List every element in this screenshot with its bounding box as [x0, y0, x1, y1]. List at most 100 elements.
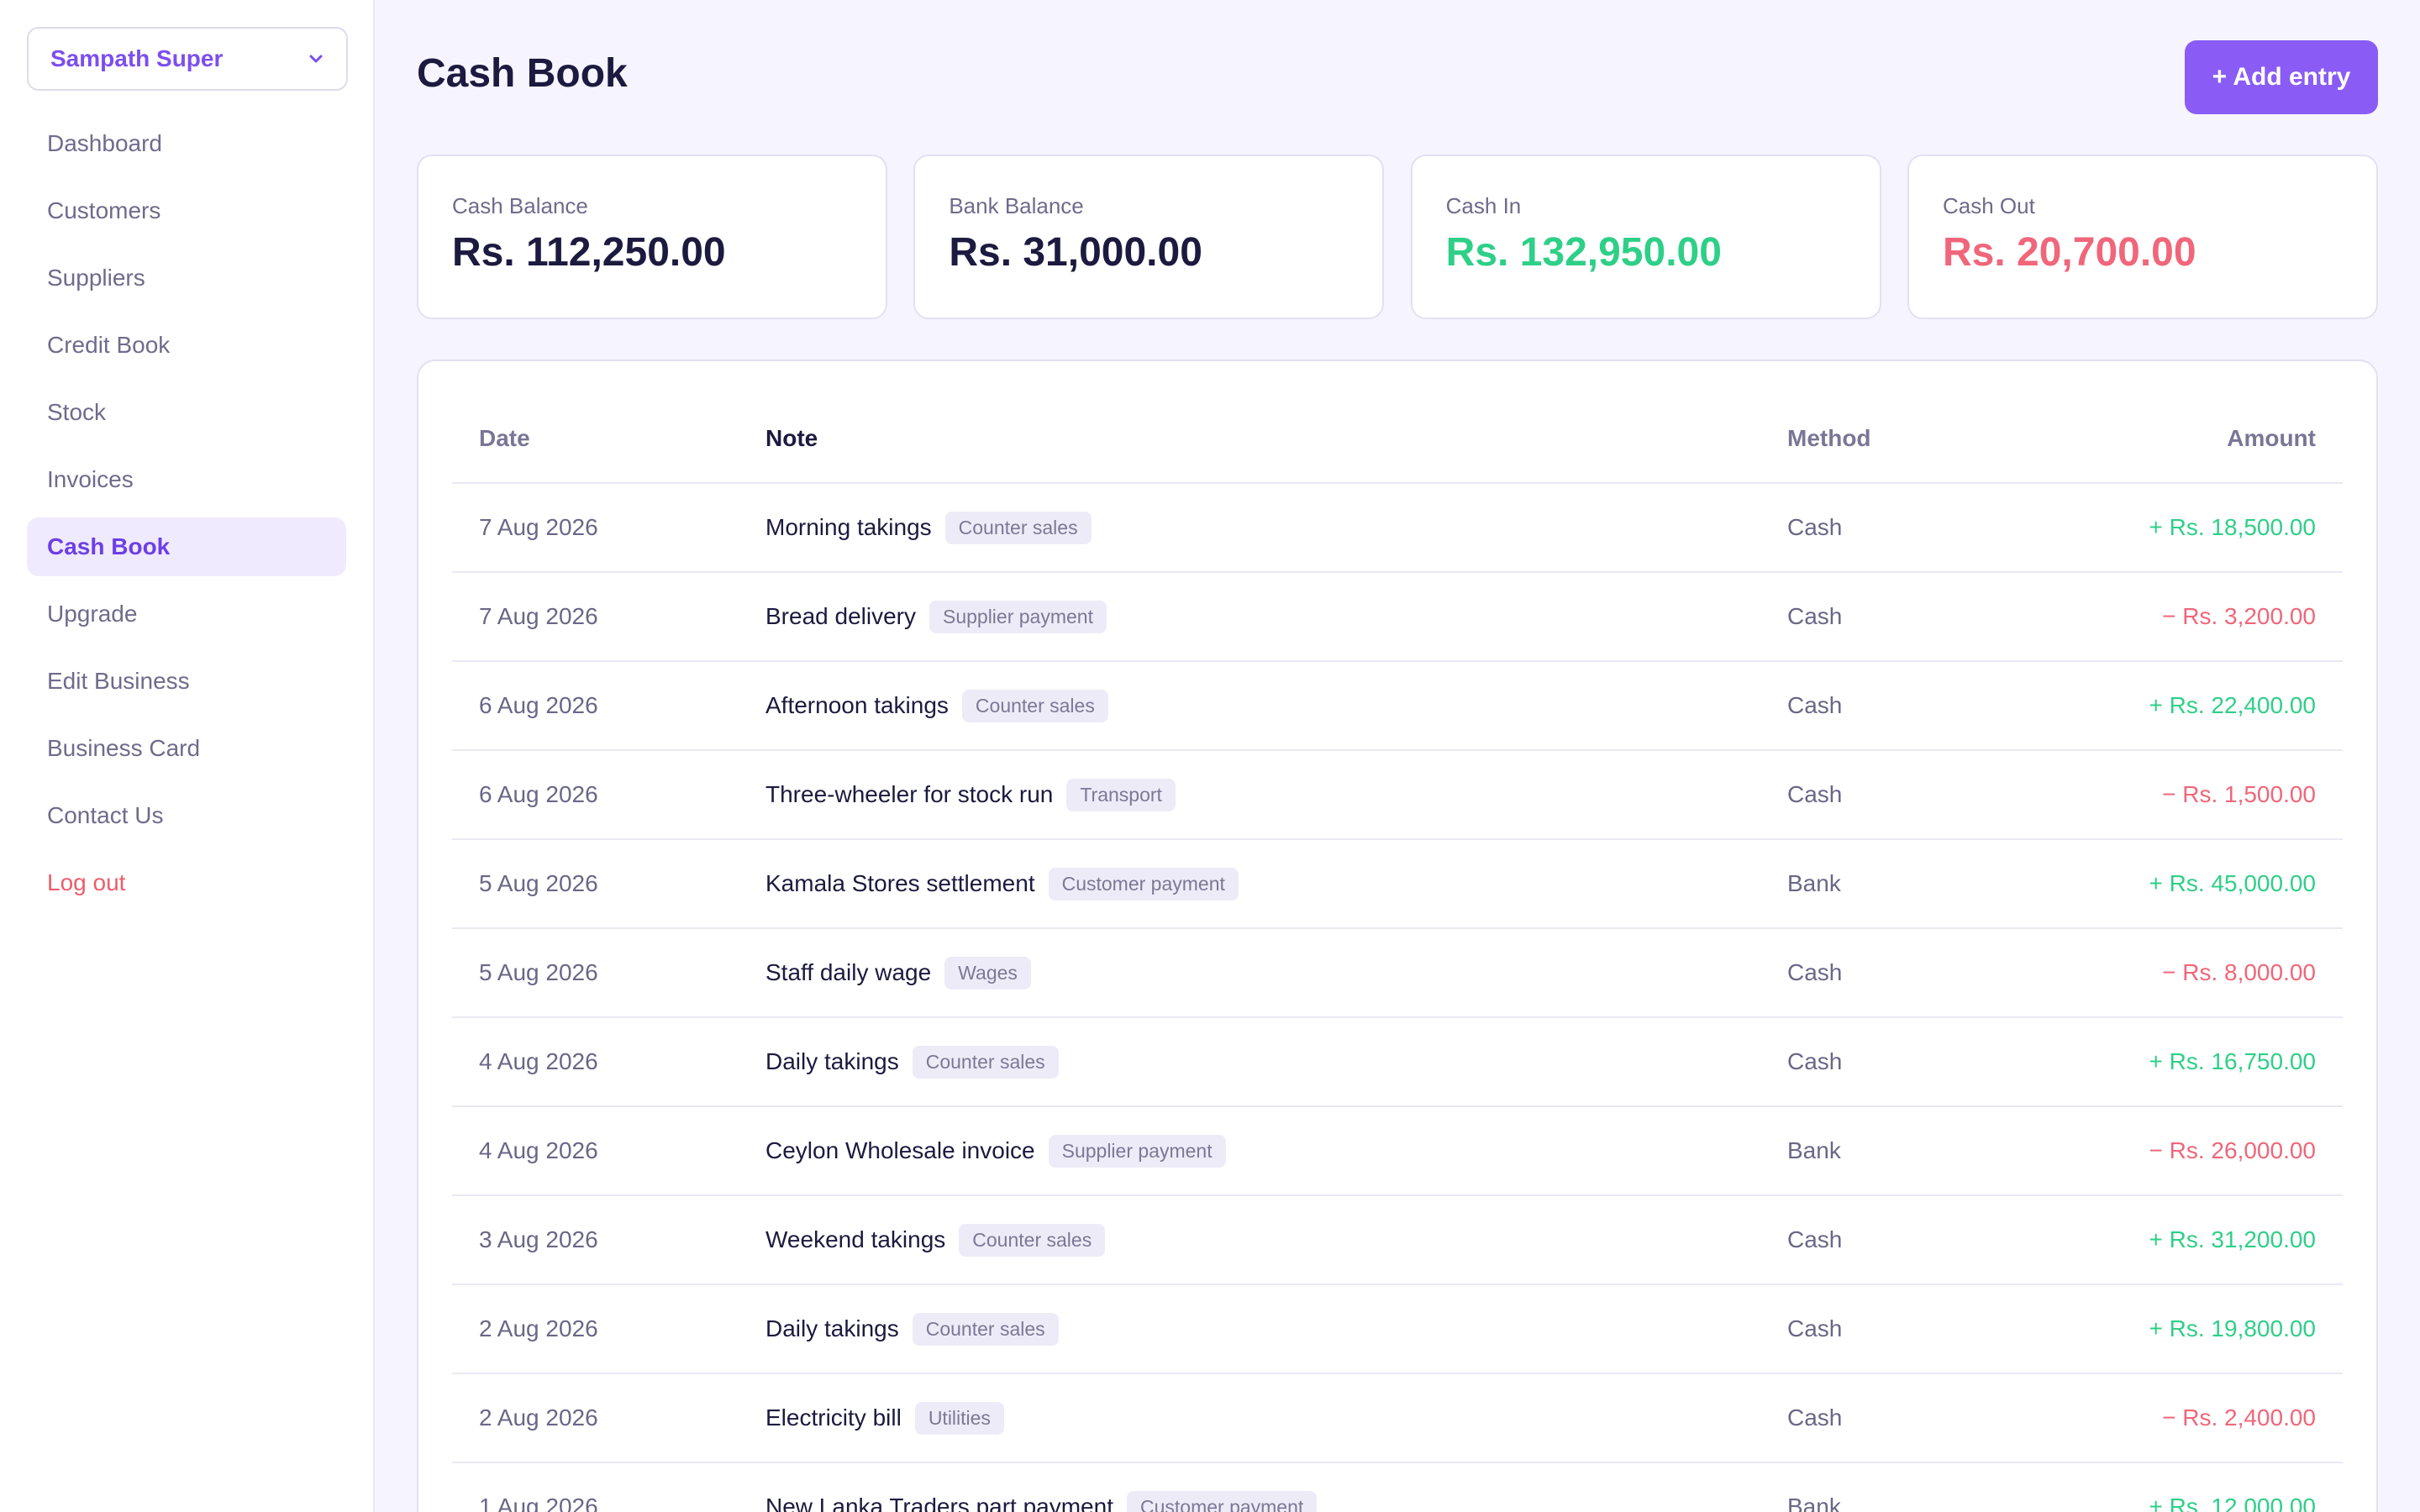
- sidebar-item-cash-book[interactable]: Cash Book: [27, 517, 346, 576]
- table-row[interactable]: 2 Aug 2026 Electricity bill Utilities Cash −…: [452, 1374, 2343, 1463]
- row-note: Kamala Stores settlement Customer payment: [765, 867, 1787, 900]
- row-note: New Lanka Traders part payment Customer p…: [765, 1490, 1787, 1512]
- table-row[interactable]: 2 Aug 2026 Daily takings Counter sales Cash…: [452, 1285, 2343, 1374]
- row-method: Cash: [1787, 1404, 1843, 1431]
- sidebar-item-log-out[interactable]: Log out: [47, 869, 126, 895]
- row-date: 7 Aug 2026: [479, 603, 598, 629]
- sidebar-nav: Dashboard Customers Suppliers Credit Book St…: [27, 114, 346, 912]
- category-tag: Supplier payment: [1048, 1134, 1226, 1168]
- row-amount: + Rs. 18,500.00: [2149, 514, 2316, 540]
- table-row[interactable]: 5 Aug 2026 Kamala Stores settlement Custom…: [452, 840, 2343, 929]
- table-header: Date Note Method Amount: [452, 361, 2343, 484]
- row-note: Daily takings Counter sales: [765, 1045, 1787, 1079]
- sidebar-item-business-card[interactable]: Business Card: [47, 735, 201, 761]
- row-date: 4 Aug 2026: [479, 1048, 598, 1074]
- row-note: Electricity bill Utilities: [765, 1401, 1787, 1435]
- category-tag: Transport: [1066, 778, 1176, 811]
- row-note-text: Afternoon takings: [765, 692, 949, 718]
- table-row[interactable]: 1 Aug 2026 New Lanka Traders part payment…: [452, 1463, 2343, 1512]
- table-row[interactable]: 7 Aug 2026 Morning takings Counter sales Ca…: [452, 484, 2343, 573]
- category-tag: Counter sales: [944, 511, 1092, 544]
- row-amount: − Rs. 8,000.00: [2162, 959, 2316, 985]
- row-method: Cash: [1787, 692, 1843, 718]
- page-title: Cash Book: [417, 51, 628, 96]
- sidebar-item-credit-book[interactable]: Credit Book: [47, 332, 171, 358]
- category-tag: Counter sales: [961, 689, 1108, 722]
- row-note-text: Electricity bill: [765, 1404, 902, 1431]
- table-row[interactable]: 6 Aug 2026 Three-wheeler for stock run Tra…: [452, 751, 2343, 840]
- cash-out-card: Cash Out Rs. 20,700.00: [1907, 155, 2378, 319]
- add-entry-button[interactable]: + Add entry: [2185, 40, 2378, 114]
- sidebar-item-dashboard[interactable]: Dashboard: [47, 130, 162, 156]
- column-header-amount: Amount: [2227, 425, 2316, 451]
- row-method: Cash: [1787, 781, 1843, 807]
- sidebar-item-suppliers[interactable]: Suppliers: [47, 265, 145, 291]
- table-row[interactable]: 4 Aug 2026 Daily takings Counter sales Cash…: [452, 1018, 2343, 1107]
- row-date: 2 Aug 2026: [479, 1404, 598, 1431]
- row-amount: + Rs. 45,000.00: [2149, 870, 2316, 896]
- bank-balance-card: Bank Balance Rs. 31,000.00: [913, 155, 1385, 319]
- row-method: Cash: [1787, 959, 1843, 985]
- card-label: Bank Balance: [949, 193, 1084, 218]
- table-row[interactable]: 4 Aug 2026 Ceylon Wholesale invoice Suppli…: [452, 1107, 2343, 1196]
- row-note-text: Staff daily wage: [765, 959, 932, 985]
- row-note-text: Daily takings: [765, 1048, 899, 1074]
- chevron-down-icon: [309, 55, 323, 63]
- row-note-text: Morning takings: [765, 514, 932, 540]
- row-note-text: Bread delivery: [765, 603, 916, 629]
- row-method: Cash: [1787, 603, 1843, 629]
- sidebar-item-edit-business[interactable]: Edit Business: [47, 668, 190, 694]
- row-date: 6 Aug 2026: [479, 692, 598, 718]
- row-date: 5 Aug 2026: [479, 959, 598, 985]
- sidebar-item-customers[interactable]: Customers: [47, 197, 161, 223]
- business-selector[interactable]: Sampath Super: [27, 27, 348, 91]
- sidebar-item-stock[interactable]: Stock: [47, 399, 107, 425]
- row-note-text: Kamala Stores settlement: [765, 870, 1035, 896]
- row-note-text: Ceylon Wholesale invoice: [765, 1137, 1035, 1163]
- category-tag: Counter sales: [912, 1045, 1059, 1079]
- card-label: Cash Balance: [452, 193, 588, 218]
- row-amount: − Rs. 3,200.00: [2162, 603, 2316, 629]
- table-row[interactable]: 6 Aug 2026 Afternoon takings Counter sales…: [452, 662, 2343, 751]
- table-row[interactable]: 3 Aug 2026 Weekend takings Counter sales Ca…: [452, 1196, 2343, 1285]
- summary-cards: Cash Balance Rs. 112,250.00 Bank Balance…: [417, 155, 2378, 319]
- row-amount: − Rs. 1,500.00: [2162, 781, 2316, 807]
- card-label: Cash Out: [1942, 193, 2035, 218]
- row-date: 2 Aug 2026: [479, 1315, 598, 1341]
- row-note: Staff daily wage Wages: [765, 956, 1787, 990]
- table-body: 7 Aug 2026 Morning takings Counter sales Ca…: [452, 484, 2343, 1512]
- table-row[interactable]: 5 Aug 2026 Staff daily wage Wages Cash − Rs.…: [452, 929, 2343, 1018]
- row-note-text: New Lanka Traders part payment: [765, 1494, 1113, 1512]
- row-note: Daily takings Counter sales: [765, 1312, 1787, 1346]
- sidebar-item-upgrade[interactable]: Upgrade: [47, 601, 138, 627]
- row-date: 3 Aug 2026: [479, 1226, 598, 1252]
- row-amount: − Rs. 26,000.00: [2149, 1137, 2316, 1163]
- sidebar: Sampath Super Dashboard Customers Supplier…: [0, 0, 375, 1512]
- cash-in-value: Rs. 132,950.00: [1445, 230, 1722, 275]
- row-note-text: Three-wheeler for stock run: [765, 781, 1054, 807]
- category-tag: Customer payment: [1048, 867, 1239, 900]
- column-header-method: Method: [1787, 425, 1871, 451]
- row-method: Bank: [1787, 870, 1841, 896]
- row-note-text: Weekend takings: [765, 1226, 946, 1252]
- row-note: Weekend takings Counter sales: [765, 1223, 1787, 1257]
- row-amount: − Rs. 2,400.00: [2162, 1404, 2316, 1431]
- row-note: Afternoon takings Counter sales: [765, 689, 1787, 722]
- sidebar-item-invoices[interactable]: Invoices: [47, 466, 134, 492]
- row-date: 4 Aug 2026: [479, 1137, 598, 1163]
- cash-book-table: Date Note Method Amount 7 Aug 2026 Mornin…: [417, 360, 2378, 1512]
- row-date: 6 Aug 2026: [479, 781, 598, 807]
- column-header-note: Note: [765, 425, 818, 451]
- row-amount: + Rs. 22,400.00: [2149, 692, 2316, 718]
- business-name: Sampath Super: [50, 45, 224, 71]
- row-note: Three-wheeler for stock run Transport: [765, 778, 1787, 811]
- table-row[interactable]: 7 Aug 2026 Bread delivery Supplier payment…: [452, 573, 2343, 662]
- row-date: 1 Aug 2026: [479, 1494, 598, 1512]
- row-method: Cash: [1787, 1226, 1843, 1252]
- category-tag: Counter sales: [912, 1312, 1059, 1346]
- row-method: Bank: [1787, 1494, 1841, 1512]
- main-content: Cash Book + Add entry Cash Balance Rs. 1…: [417, 0, 2378, 1512]
- cash-in-card: Cash In Rs. 132,950.00: [1410, 155, 1881, 319]
- row-date: 7 Aug 2026: [479, 514, 598, 540]
- sidebar-item-contact-us[interactable]: Contact Us: [47, 802, 164, 828]
